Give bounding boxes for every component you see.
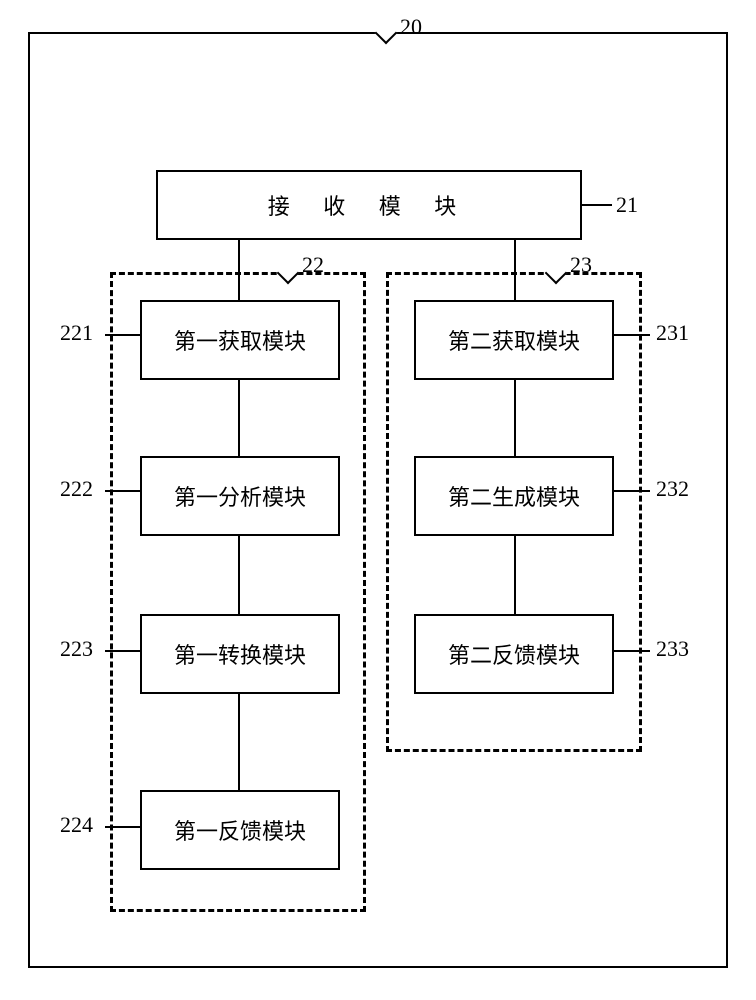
connector <box>238 536 240 614</box>
node-232-label: 第二生成模块 <box>448 480 580 512</box>
node-231: 第二获取模块 <box>414 300 614 380</box>
lead-221 <box>105 334 140 336</box>
lead-222 <box>105 490 140 492</box>
label-233: 233 <box>656 636 689 662</box>
connector <box>238 380 240 456</box>
lead-231 <box>614 334 650 336</box>
node-21-label: 接 收 模 块 <box>268 189 471 221</box>
label-221: 221 <box>60 320 93 346</box>
lead-233 <box>614 650 650 652</box>
label-224: 224 <box>60 812 93 838</box>
label-23: 23 <box>570 252 592 278</box>
label-21: 21 <box>616 192 638 218</box>
connector <box>238 240 240 300</box>
label-232: 232 <box>656 476 689 502</box>
node-231-label: 第二获取模块 <box>448 324 580 356</box>
node-221: 第一获取模块 <box>140 300 340 380</box>
label-223: 223 <box>60 636 93 662</box>
label-222: 222 <box>60 476 93 502</box>
connector <box>514 380 516 456</box>
node-224-label: 第一反馈模块 <box>174 814 306 846</box>
node-223: 第一转换模块 <box>140 614 340 694</box>
diagram-canvas: 20 接 收 模 块 21 22 23 第一获取模块 第一分析模块 第一转换模块… <box>0 0 756 1000</box>
node-221-label: 第一获取模块 <box>174 324 306 356</box>
lead-223 <box>105 650 140 652</box>
label-22: 22 <box>302 252 324 278</box>
connector <box>238 694 240 790</box>
node-233-label: 第二反馈模块 <box>448 638 580 670</box>
connector <box>514 240 516 300</box>
node-222: 第一分析模块 <box>140 456 340 536</box>
node-224: 第一反馈模块 <box>140 790 340 870</box>
node-222-label: 第一分析模块 <box>174 480 306 512</box>
lead-224 <box>105 826 140 828</box>
label-231: 231 <box>656 320 689 346</box>
lead-232 <box>614 490 650 492</box>
label-20: 20 <box>400 14 422 40</box>
node-233: 第二反馈模块 <box>414 614 614 694</box>
node-21: 接 收 模 块 <box>156 170 582 240</box>
connector <box>514 536 516 614</box>
node-232: 第二生成模块 <box>414 456 614 536</box>
lead-21 <box>582 204 612 206</box>
node-223-label: 第一转换模块 <box>174 638 306 670</box>
